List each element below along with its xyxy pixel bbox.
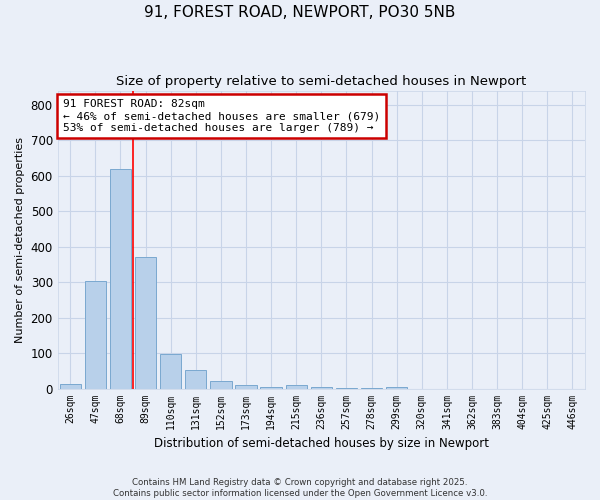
- Bar: [386, 387, 407, 388]
- Bar: [110, 168, 131, 388]
- Text: Contains HM Land Registry data © Crown copyright and database right 2025.
Contai: Contains HM Land Registry data © Crown c…: [113, 478, 487, 498]
- Y-axis label: Number of semi-detached properties: Number of semi-detached properties: [15, 136, 25, 342]
- Bar: [160, 354, 181, 388]
- X-axis label: Distribution of semi-detached houses by size in Newport: Distribution of semi-detached houses by …: [154, 437, 489, 450]
- Bar: [235, 385, 257, 388]
- Bar: [210, 381, 232, 388]
- Bar: [85, 281, 106, 388]
- Bar: [311, 387, 332, 388]
- Bar: [286, 385, 307, 388]
- Title: Size of property relative to semi-detached houses in Newport: Size of property relative to semi-detach…: [116, 75, 526, 88]
- Bar: [185, 370, 206, 388]
- Text: 91 FOREST ROAD: 82sqm
← 46% of semi-detached houses are smaller (679)
53% of sem: 91 FOREST ROAD: 82sqm ← 46% of semi-deta…: [63, 100, 380, 132]
- Bar: [59, 384, 81, 388]
- Text: 91, FOREST ROAD, NEWPORT, PO30 5NB: 91, FOREST ROAD, NEWPORT, PO30 5NB: [145, 5, 455, 20]
- Bar: [260, 387, 282, 388]
- Bar: [135, 258, 156, 388]
